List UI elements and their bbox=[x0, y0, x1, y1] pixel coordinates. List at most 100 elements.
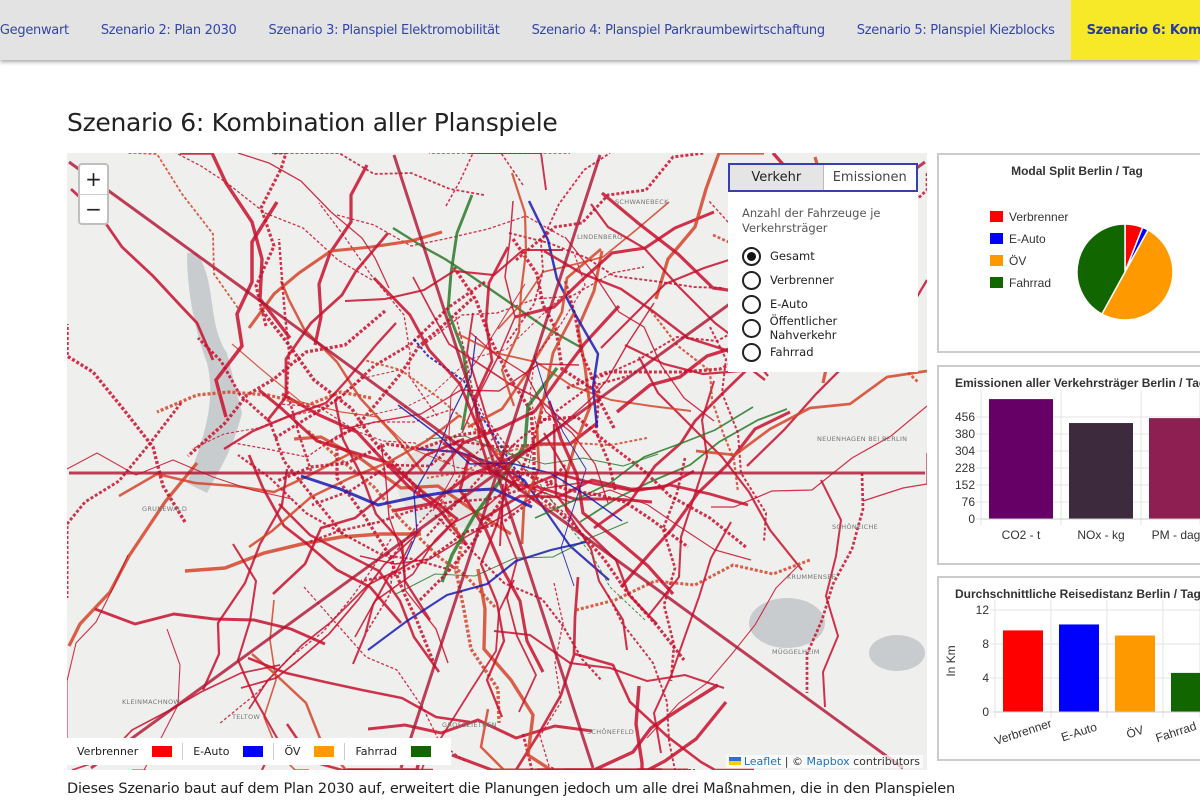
road-segment bbox=[365, 434, 498, 634]
verkehr-toggle-button[interactable]: Verkehr bbox=[730, 165, 824, 190]
radio-verbrenner[interactable]: Verbrenner bbox=[742, 268, 904, 292]
road-segment bbox=[248, 414, 461, 549]
legend-label: ÖV bbox=[284, 745, 301, 758]
radio-gesamt[interactable]: Gesamt bbox=[742, 244, 904, 268]
road-segment bbox=[359, 481, 587, 565]
road-segment bbox=[279, 280, 424, 474]
road-segment bbox=[648, 380, 716, 616]
road-segment bbox=[607, 594, 695, 770]
road-segment bbox=[325, 295, 476, 446]
radio-label: Öffentlicher Nahverkehr bbox=[769, 314, 838, 342]
divider bbox=[182, 743, 184, 760]
road-segment bbox=[543, 432, 629, 651]
leaflet-link[interactable]: Leaflet bbox=[743, 755, 782, 768]
x-tick-label: Fahrrad bbox=[1154, 719, 1198, 745]
bar bbox=[1115, 635, 1155, 712]
road-segment bbox=[352, 517, 459, 665]
road-segment bbox=[512, 474, 686, 661]
y-tick-label: 152 bbox=[955, 478, 975, 492]
x-tick-label: NOx - kg bbox=[1077, 528, 1124, 542]
road-segment bbox=[537, 415, 748, 550]
road-segment bbox=[333, 399, 432, 621]
road-segment bbox=[543, 249, 766, 381]
road-segment bbox=[118, 452, 350, 498]
y-tick-label: 380 bbox=[955, 427, 975, 441]
road-segment bbox=[412, 337, 527, 487]
road-segment bbox=[575, 558, 811, 612]
y-tick-label: 456 bbox=[955, 410, 975, 424]
zoom-in-button[interactable]: + bbox=[85, 167, 102, 191]
zoom-control: + − bbox=[78, 163, 109, 225]
bar bbox=[1069, 423, 1133, 519]
radio-unchecked-icon[interactable] bbox=[742, 294, 761, 314]
road-segment bbox=[231, 343, 450, 465]
radio-unchecked-icon[interactable] bbox=[742, 318, 761, 338]
scenario-description: Dieses Szenario baut auf dem Plan 2030 a… bbox=[67, 781, 955, 797]
road-segment bbox=[534, 406, 754, 519]
road-segment bbox=[67, 554, 129, 743]
radio-label: Fahrrad bbox=[770, 345, 814, 359]
legend-swatch bbox=[243, 746, 264, 757]
legend-swatch bbox=[990, 255, 1003, 266]
legend-swatch bbox=[990, 233, 1003, 244]
travel-distance-panel: Durchschnittliche Reisedistanz Berlin / … bbox=[937, 576, 1200, 761]
road-segment bbox=[278, 403, 490, 474]
x-tick-label: ÖV bbox=[1125, 723, 1146, 742]
arterial-road bbox=[392, 154, 499, 474]
map-label: Krummensee bbox=[787, 573, 837, 581]
road-segment bbox=[647, 306, 740, 493]
radio-checked-icon[interactable] bbox=[742, 246, 761, 266]
radio-fahrrad[interactable]: Fahrrad bbox=[742, 340, 904, 364]
y-tick-label: 8 bbox=[982, 637, 989, 651]
road-segment bbox=[372, 276, 523, 492]
road-segment bbox=[254, 153, 288, 327]
tab-szenario-5[interactable]: Szenario 5: Planspiel Kiezblocks bbox=[856, 22, 1055, 38]
radio-e-auto[interactable]: E-Auto bbox=[742, 292, 904, 316]
road-segment bbox=[175, 153, 373, 281]
road-segment bbox=[300, 474, 533, 509]
arterial-road bbox=[496, 471, 904, 770]
emissionen-toggle-button[interactable]: Emissionen bbox=[832, 170, 907, 185]
chart-title: Modal Split Berlin / Tag bbox=[1011, 164, 1143, 178]
tab-szenario-2[interactable]: Szenario 2: Plan 2030 bbox=[100, 22, 237, 38]
legend-swatch bbox=[990, 211, 1003, 222]
mapbox-link[interactable]: Mapbox bbox=[806, 755, 850, 768]
road-segment bbox=[395, 521, 629, 595]
road-segment bbox=[237, 153, 390, 289]
road-segment bbox=[318, 202, 438, 417]
radio-unchecked-icon[interactable] bbox=[742, 342, 761, 362]
radio-oepnv[interactable]: Öffentlicher Nahverkehr bbox=[742, 314, 904, 342]
road-segment bbox=[426, 437, 648, 479]
tab-szenario-6[interactable]: Szenario 6: Kombination aller Planspiele bbox=[1070, 0, 1200, 60]
road-segment bbox=[67, 461, 199, 647]
bar bbox=[1149, 418, 1200, 519]
road-segment bbox=[711, 405, 927, 508]
road-segment bbox=[597, 318, 829, 379]
map-label: Schwanebeck bbox=[615, 198, 669, 206]
y-tick-label: 76 bbox=[962, 495, 976, 509]
legend-label: Fahrrad bbox=[1009, 276, 1051, 290]
road-segment bbox=[367, 540, 587, 651]
map-label: Großziethen bbox=[442, 721, 497, 729]
road-segment bbox=[451, 265, 536, 490]
road-segment bbox=[303, 586, 466, 762]
road-segment bbox=[574, 652, 754, 770]
legend-label: ÖV bbox=[1009, 254, 1026, 268]
ukraine-flag-icon bbox=[728, 757, 741, 765]
road-segment bbox=[661, 457, 687, 682]
tab-szenario-1[interactable]: : Gegenwart bbox=[0, 22, 69, 38]
road-segment bbox=[272, 153, 485, 196]
tab-szenario-4[interactable]: Szenario 4: Planspiel Parkraumbewirtscha… bbox=[531, 22, 826, 38]
road-segment bbox=[306, 429, 497, 609]
zoom-out-button[interactable]: − bbox=[80, 194, 107, 223]
radio-unchecked-icon[interactable] bbox=[742, 270, 761, 290]
road-segment bbox=[247, 230, 443, 329]
tab-szenario-3[interactable]: Szenario 3: Planspiel Elektromobilität bbox=[268, 22, 500, 38]
road-segment bbox=[502, 576, 580, 770]
legend-swatch bbox=[411, 746, 432, 757]
layer-control: Verkehr Emissionen Anzahl der Fahrzeuge … bbox=[728, 163, 918, 372]
road-segment bbox=[497, 201, 670, 330]
road-segment bbox=[184, 532, 421, 573]
traffic-map[interactable]: Neuenhagen bei Berlin Schöneiche Müggelh… bbox=[67, 153, 927, 770]
bar bbox=[1059, 624, 1099, 712]
